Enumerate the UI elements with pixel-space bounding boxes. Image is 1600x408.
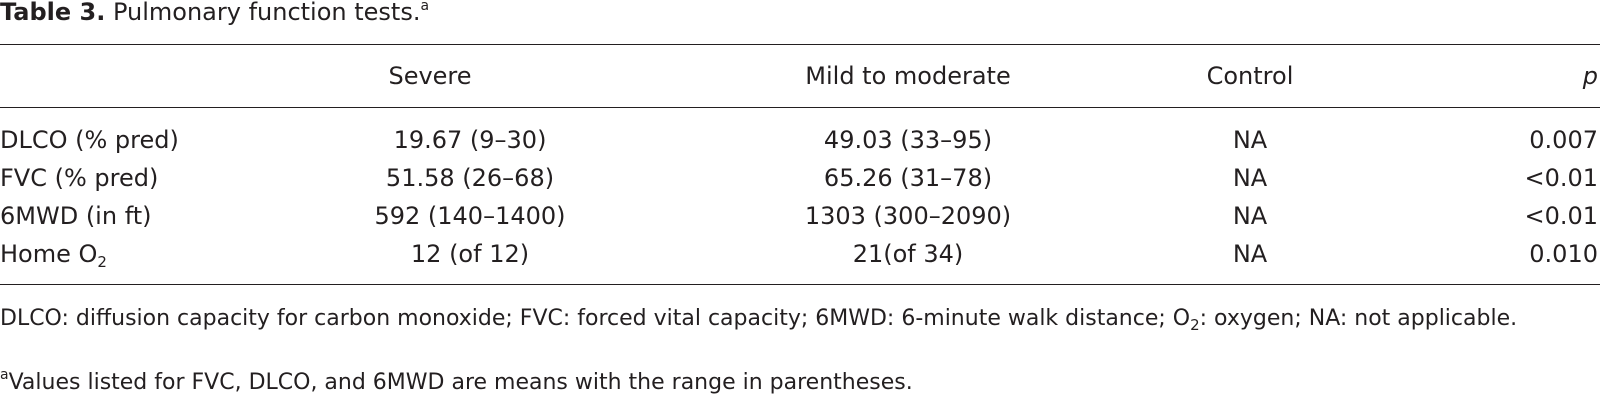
cell: 0.010: [1529, 240, 1598, 268]
cell: NA: [1232, 240, 1268, 268]
cell: NA: [1232, 126, 1268, 154]
top-rule: [0, 44, 1600, 45]
column-header: Severe: [388, 62, 472, 90]
note-mark: a: [0, 367, 9, 383]
row-label-text: DLCO (% pred): [0, 126, 179, 154]
cell: 21(of 34): [852, 240, 964, 268]
row-label: DLCO (% pred): [0, 125, 179, 155]
cell: 65.26 (31–78): [823, 164, 993, 192]
cell: 592 (140–1400): [374, 202, 566, 230]
cell: 1303 (300–2090): [804, 202, 1012, 230]
bottom-rule: [0, 284, 1600, 285]
abbr-text: : oxygen; NA: not applicable.: [1199, 306, 1518, 331]
row-label: 6MWD (in ft): [0, 201, 152, 231]
note-text: Values listed for FVC, DLCO, and 6MWD ar…: [8, 370, 913, 395]
cell: 19.67 (9–30): [393, 126, 547, 154]
row-label-text: 6MWD (in ft): [0, 202, 152, 230]
title-text: Pulmonary function tests.: [112, 0, 421, 26]
abbr-sub: 2: [1190, 316, 1200, 334]
row-label: FVC (% pred): [0, 163, 158, 193]
row-label-text: Home O: [0, 240, 98, 268]
cell: 12 (of 12): [410, 240, 530, 268]
cell: 51.58 (26–68): [385, 164, 555, 192]
row-label-sub: 2: [97, 253, 107, 271]
cell: <0.01: [1524, 202, 1598, 230]
row-label-text: FVC (% pred): [0, 164, 159, 192]
footnote: aValues listed for FVC, DLCO, and 6MWD a…: [0, 368, 913, 398]
table-title: Table 3. Pulmonary function tests.a: [0, 0, 429, 27]
cell: 49.03 (33–95): [823, 126, 993, 154]
table-label: Table 3.: [0, 0, 106, 26]
row-label: Home O2: [0, 239, 107, 271]
abbreviations: DLCO: diffusion capacity for carbon mono…: [0, 304, 1598, 334]
column-header: Control: [1206, 62, 1294, 90]
header-rule: [0, 107, 1600, 108]
cell: NA: [1232, 202, 1268, 230]
note-mark: a: [420, 0, 430, 14]
cell: <0.01: [1524, 164, 1598, 192]
cell: 0.007: [1529, 126, 1598, 154]
abbr-text: DLCO: diffusion capacity for carbon mono…: [0, 306, 1191, 331]
column-header: p: [1582, 62, 1598, 90]
cell: NA: [1232, 164, 1268, 192]
column-header: Mild to moderate: [805, 62, 1011, 90]
